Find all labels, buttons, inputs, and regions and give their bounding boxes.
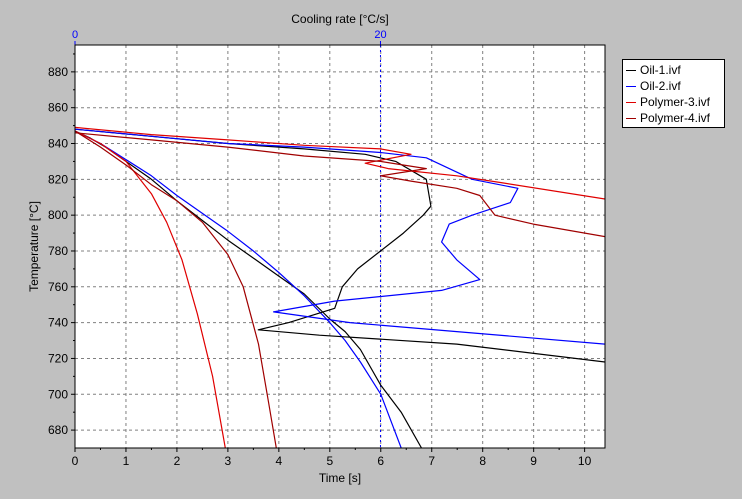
legend-item: Oil-2.ivf (626, 78, 724, 94)
legend-label: Oil-2.ivf (640, 79, 681, 93)
y-tick-label: 840 (48, 137, 68, 151)
y-tick-label: 760 (48, 280, 68, 294)
plot-border (74, 44, 606, 449)
y-tick-label: 700 (48, 387, 68, 401)
y-tick-label: 720 (48, 351, 68, 365)
x-tick-label: 2 (174, 454, 181, 468)
y-tick-label: 880 (48, 65, 68, 79)
legend-swatch-polymer-4 (626, 117, 636, 119)
series-line-oil-2-cooling-rate (75, 128, 605, 345)
x-tick-label: 3 (225, 454, 232, 468)
top-tick-label: 0 (72, 29, 78, 41)
legend-label: Polymer-3.ivf (640, 95, 711, 109)
x-tick-label: 7 (428, 454, 435, 468)
legend-label: Polymer-4.ivf (640, 111, 711, 125)
y-tick-label: 740 (48, 316, 68, 330)
x-tick-label: 9 (530, 454, 537, 468)
x-tick-label: 6 (377, 454, 384, 468)
top-tick-label: 20 (374, 29, 386, 41)
legend-swatch-polymer-3 (626, 101, 636, 103)
x-tick-label: 0 (72, 454, 79, 468)
x-tick-label: 1 (123, 454, 130, 468)
y-axis-title: Temperature [°C] (27, 201, 41, 292)
legend-swatch-oil-1 (626, 69, 636, 71)
y-axis: 680 700 720 740 760 780 800 820 840 860 880 (48, 53, 75, 437)
x-tick-label: 5 (326, 454, 333, 468)
legend: Oil-1.ivf Oil-2.ivf Polymer-3.ivf Polyme… (622, 59, 725, 128)
x-tick-label: 10 (578, 454, 592, 468)
series-line-oil-1-cooling-rate (75, 128, 605, 363)
y-tick-label: 860 (48, 101, 68, 115)
series-line-polymer-3-temperature (75, 130, 226, 448)
plot-area (75, 45, 605, 448)
y-tick-label: 820 (48, 172, 68, 186)
series-line-polymer-4-cooling-rate (75, 132, 605, 238)
x-tick-label: 8 (479, 454, 486, 468)
x-axis: 0 1 2 3 4 5 6 7 8 9 10 (72, 448, 592, 468)
legend-item: Oil-1.ivf (626, 62, 724, 78)
legend-item: Polymer-4.ivf (626, 110, 724, 126)
series-layer (75, 126, 605, 448)
legend-item: Polymer-3.ivf (626, 94, 724, 110)
legend-swatch-oil-2 (626, 85, 636, 87)
x-axis-title: Time [s] (319, 471, 361, 485)
series-line-polymer-3-cooling-rate (75, 126, 605, 200)
top-axis-title: Cooling rate [°C/s] (291, 12, 389, 26)
series-line-oil-2-temperature (75, 130, 402, 448)
x-tick-label: 4 (276, 454, 283, 468)
series-line-polymer-4-temperature (75, 130, 277, 448)
y-tick-label: 800 (48, 208, 68, 222)
y-tick-label: 780 (48, 244, 68, 258)
y-tick-label: 680 (48, 423, 68, 437)
legend-label: Oil-1.ivf (640, 63, 681, 77)
